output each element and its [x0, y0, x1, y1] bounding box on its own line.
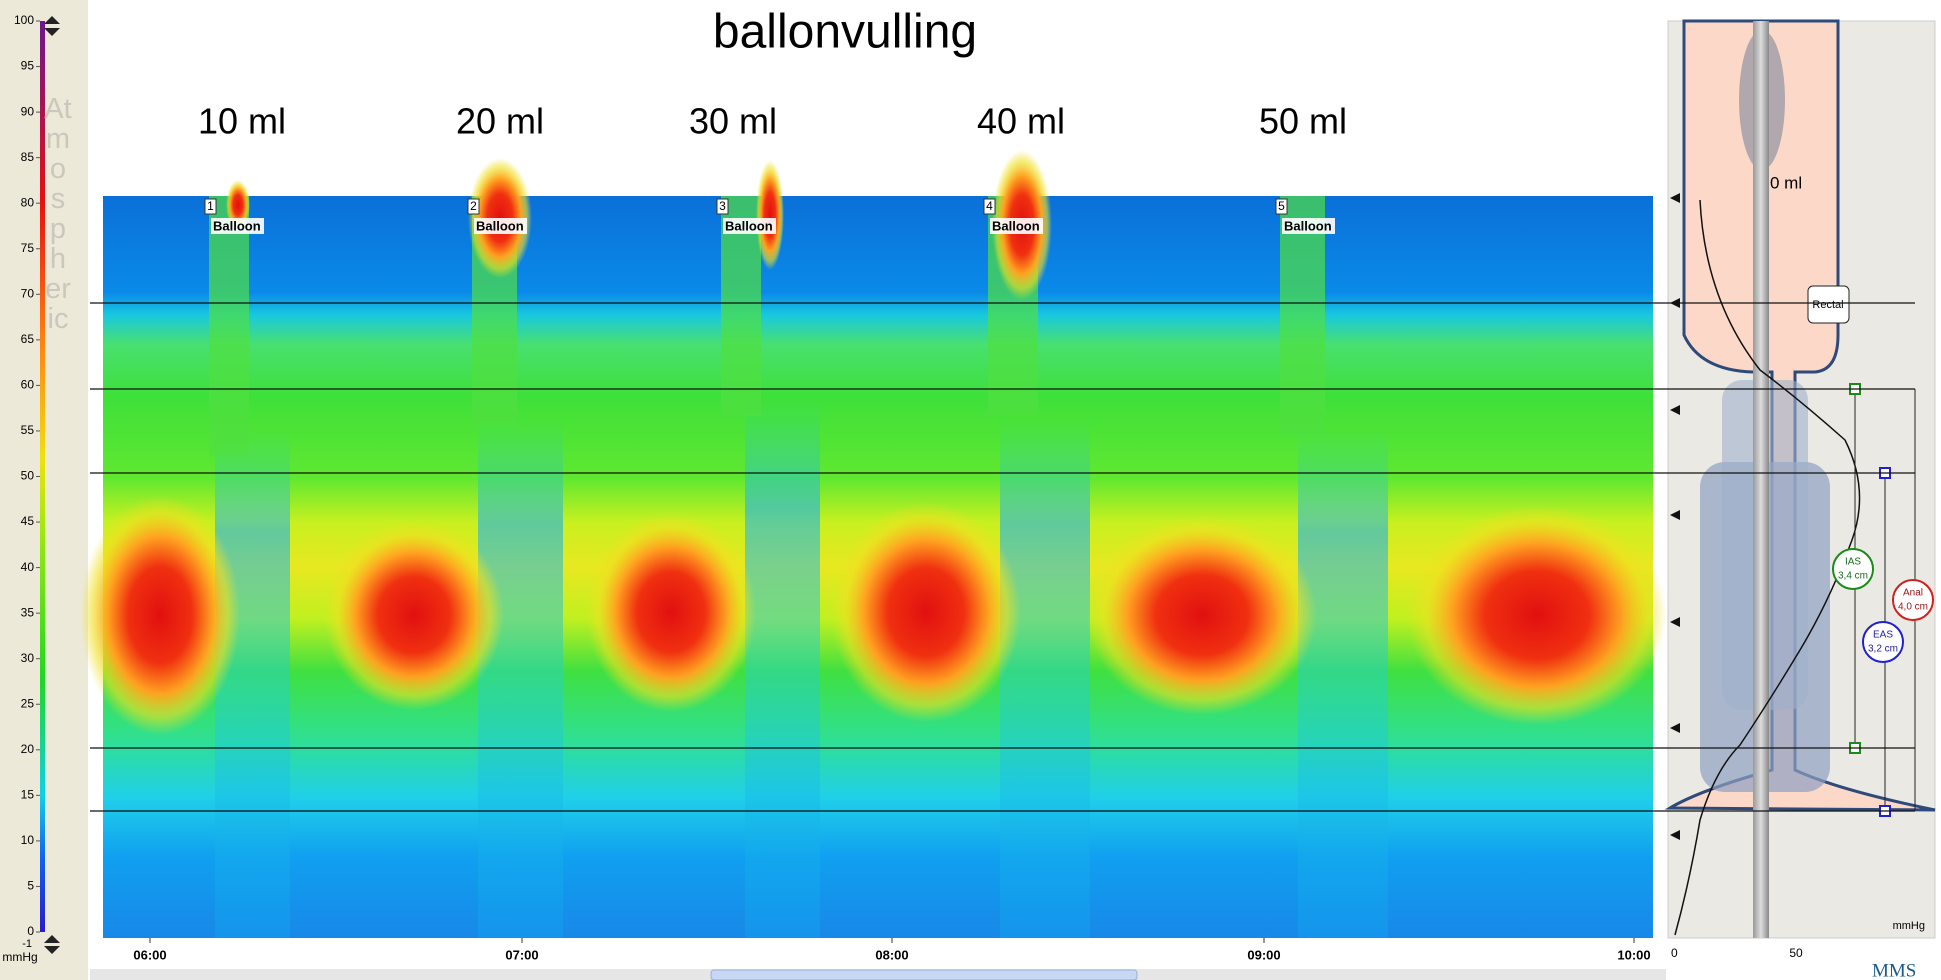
colorbar-tick-label: 25: [21, 696, 35, 710]
ias-label: IAS: [1845, 557, 1861, 568]
volume-label: 20 ml: [456, 101, 544, 142]
pressure-unit: mmHg: [1893, 920, 1925, 932]
marker-label: Balloon: [476, 218, 524, 233]
colorbar-tick-label: 100: [14, 13, 34, 27]
marker-number: 2: [470, 199, 477, 213]
marker-label: Balloon: [992, 218, 1040, 233]
colorbar-tick-label: 0: [27, 924, 34, 938]
marker-box: [204, 198, 217, 215]
colorbar-tick-label: 60: [21, 378, 35, 392]
colorbar-tick-label: 5: [27, 879, 34, 893]
marker-box: [716, 198, 729, 215]
marker-label: Balloon: [213, 218, 261, 233]
colorbar-tick-label: 95: [21, 59, 35, 73]
colorbar-tick-label: 20: [21, 742, 35, 756]
time-label: 06:00: [133, 947, 166, 962]
volume-label: 10 ml: [198, 101, 286, 142]
marker-label: Balloon: [1284, 218, 1332, 233]
colorbar-min-label: -1: [22, 938, 32, 950]
profile-volume: 0 ml: [1770, 173, 1802, 192]
colorbar-tick-label: 15: [21, 788, 35, 802]
marker-number: 3: [719, 199, 726, 213]
marker-label-box: [723, 218, 776, 234]
pressure-tick: 0: [1671, 946, 1678, 960]
colorbar-tick-label: 65: [21, 332, 35, 346]
colorbar-unit: mmHg: [2, 950, 37, 964]
marker-label: Balloon: [725, 218, 773, 233]
marker-box: [1275, 198, 1288, 215]
logo: MMS: [1872, 960, 1916, 980]
colorbar-tick-label: 40: [21, 560, 35, 574]
marker-label-box: [211, 218, 264, 234]
marker-label-box: [990, 218, 1043, 234]
marker-label-box: [474, 218, 527, 234]
marker-box: [467, 198, 480, 215]
colorbar: [40, 21, 45, 932]
pressure-tick: 50: [1789, 946, 1803, 960]
ias-length: 3,4 cm: [1838, 571, 1868, 582]
time-label: 09:00: [1247, 947, 1280, 962]
colorbar-tick-label: 45: [21, 514, 35, 528]
reference-label: Atmospheric: [44, 93, 72, 335]
marker-box: [983, 198, 996, 215]
colorbar-tick-label: 30: [21, 651, 35, 665]
time-label: 10:00: [1617, 947, 1650, 962]
colorbar-tick-label: 10: [21, 833, 35, 847]
eas-length: 3,2 cm: [1868, 644, 1898, 655]
volume-label: 50 ml: [1259, 101, 1347, 142]
volume-label: 40 ml: [977, 101, 1065, 142]
marker-label-box: [1282, 218, 1335, 234]
marker-number: 5: [1278, 199, 1285, 213]
colorbar-tick-label: 70: [21, 286, 35, 300]
eas-label: EAS: [1873, 630, 1893, 641]
colorbar-tick-label: 50: [21, 469, 35, 483]
rectal-label: Rectal: [1812, 299, 1843, 311]
colorbar-tick-label: 35: [21, 605, 35, 619]
title: ballonvulling: [713, 6, 977, 59]
marker-number: 1: [207, 199, 214, 213]
volume-label: 30 ml: [689, 101, 777, 142]
colorbar-tick-label: 90: [21, 104, 35, 118]
time-label: 07:00: [505, 947, 538, 962]
colorbar-tick-label: 80: [21, 195, 35, 209]
colorbar-tick-label: 85: [21, 150, 35, 164]
heatmap: [80, 150, 1667, 938]
anal-label: Anal: [1903, 588, 1923, 599]
profile-panel: [1664, 19, 1936, 939]
anal-length: 4,0 cm: [1898, 602, 1928, 613]
time-label: 08:00: [875, 947, 908, 962]
marker-number: 4: [986, 199, 993, 213]
colorbar-tick-label: 75: [21, 241, 35, 255]
colorbar-tick-label: 55: [21, 423, 35, 437]
scrollbar-thumb[interactable]: [710, 969, 1138, 980]
